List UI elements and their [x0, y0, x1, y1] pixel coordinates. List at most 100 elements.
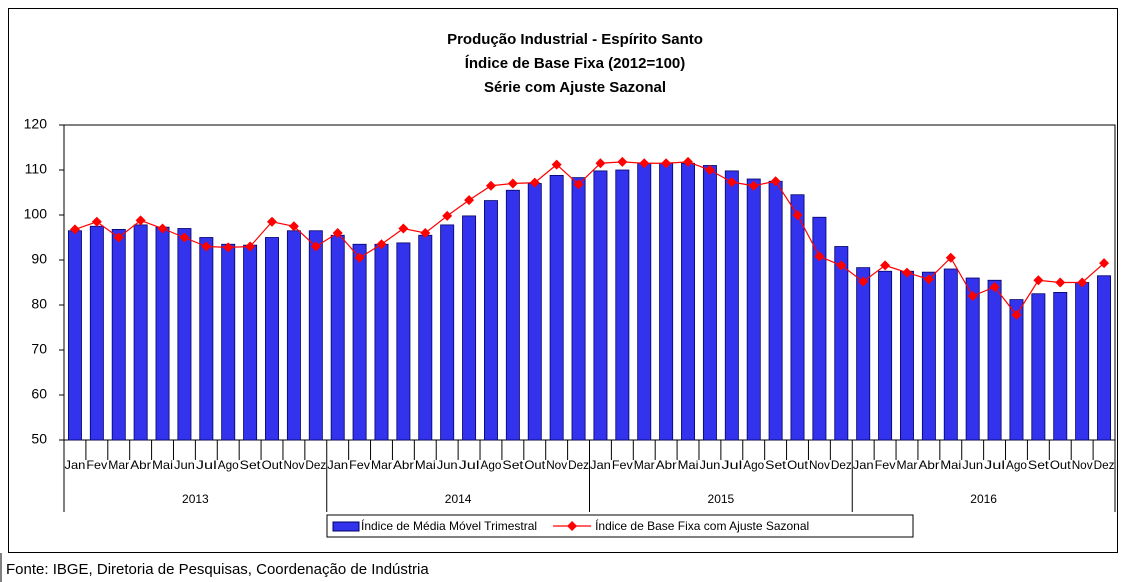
x-tick-label: Abr — [656, 458, 677, 472]
bar — [483, 200, 498, 441]
marker — [69, 224, 80, 235]
legend-marker — [567, 521, 578, 531]
marker — [1011, 309, 1022, 320]
bar — [199, 237, 214, 441]
x-tick-label: Nov — [809, 458, 830, 472]
bar — [965, 277, 980, 441]
marker — [529, 177, 540, 188]
marker — [639, 158, 650, 169]
bar — [155, 226, 170, 441]
x-tick-label: Mai — [678, 458, 699, 472]
x-tick-label: Jul — [721, 458, 742, 472]
bar — [265, 237, 279, 441]
x-tick-label: Out — [262, 458, 284, 472]
x-tick-label: Jun — [174, 458, 195, 472]
x-tick-label: Jun — [962, 458, 983, 472]
bar — [549, 174, 564, 441]
x-tick-label: Mai — [940, 458, 961, 472]
y-tick-label: 70 — [31, 341, 47, 357]
plot-area — [63, 124, 1116, 441]
marker — [113, 232, 124, 243]
x-tick-label: Jan — [327, 458, 348, 472]
marker — [420, 228, 431, 238]
x-tick-label: Ago — [1006, 458, 1027, 472]
x-tick-label: Nov — [1072, 458, 1093, 472]
x-tick-label: Abr — [918, 458, 939, 472]
bar — [89, 225, 104, 441]
bar — [374, 243, 389, 441]
y-tick-label: 100 — [24, 206, 48, 222]
x-tick-label: Fev — [349, 458, 370, 472]
x-tick-label: Jun — [437, 458, 458, 472]
bar — [768, 180, 783, 441]
x-tick-label: Ago — [743, 458, 764, 472]
bar — [900, 270, 914, 441]
x-tick-label: Ago — [481, 458, 502, 472]
group-label: 2015 — [708, 492, 735, 506]
x-tick-label: Fev — [875, 458, 896, 472]
x-tick-label: Mai — [152, 458, 173, 472]
marker — [1077, 277, 1088, 288]
bar — [593, 170, 608, 441]
source: Fonte: IBGE, Diretoria de Pesquisas, Coo… — [6, 561, 429, 578]
marker — [880, 260, 891, 271]
bar — [856, 267, 871, 441]
marker — [442, 210, 453, 221]
x-tick-label: Mar — [371, 458, 392, 472]
marker — [376, 239, 387, 250]
x-tick-label: Abr — [130, 458, 151, 472]
x-tick-label: Jan — [853, 458, 874, 472]
marker — [507, 178, 518, 189]
bar — [834, 246, 849, 441]
x-tick-label: Jul — [196, 458, 217, 472]
x-tick-label: Jul — [984, 458, 1005, 472]
marker — [135, 215, 146, 226]
marker — [945, 252, 956, 263]
x-tick-label: Dez — [831, 458, 852, 472]
marker — [245, 241, 256, 252]
marker — [923, 274, 934, 285]
group-label: 2016 — [970, 492, 997, 506]
marker — [792, 210, 803, 220]
marker — [310, 241, 321, 252]
bar — [111, 228, 126, 441]
bar — [418, 234, 433, 441]
bar — [812, 216, 827, 441]
bar — [681, 162, 696, 441]
bar — [615, 169, 630, 441]
marker — [354, 252, 365, 263]
marker — [770, 176, 781, 187]
x-tick-label: Fev — [612, 458, 633, 472]
x-tick-label: Out — [787, 458, 809, 472]
x-tick-label: Nov — [546, 458, 567, 472]
x-tick-label: Dez — [1094, 458, 1115, 472]
marker — [1055, 277, 1066, 288]
x-tick-label: Out — [524, 458, 546, 472]
y-tick-label: 90 — [31, 251, 47, 267]
y-tick-label: 50 — [31, 431, 47, 447]
x-tick-label: Jan — [65, 458, 86, 472]
y-tick-label: 80 — [31, 296, 47, 312]
x-tick-label: Dez — [568, 458, 589, 472]
bar — [790, 194, 805, 441]
bar — [243, 244, 258, 441]
marker — [704, 165, 715, 175]
bar — [396, 242, 411, 441]
marker — [1033, 275, 1044, 286]
legend-label: Índice de Base Fixa com Ajuste Sazonal — [595, 518, 809, 533]
bar — [308, 230, 323, 441]
marker — [573, 179, 584, 190]
marker — [967, 291, 978, 301]
bar — [1097, 275, 1112, 441]
marker — [726, 177, 737, 188]
marker — [464, 195, 475, 206]
x-tick-label: Mar — [897, 458, 918, 472]
bar — [1031, 293, 1046, 441]
marker — [332, 228, 343, 238]
marker — [551, 159, 562, 170]
bar — [1053, 291, 1068, 441]
bar — [440, 224, 455, 441]
x-tick-label: Fev — [86, 458, 107, 472]
bar — [527, 183, 542, 441]
y-tick-label: 110 — [25, 161, 48, 177]
